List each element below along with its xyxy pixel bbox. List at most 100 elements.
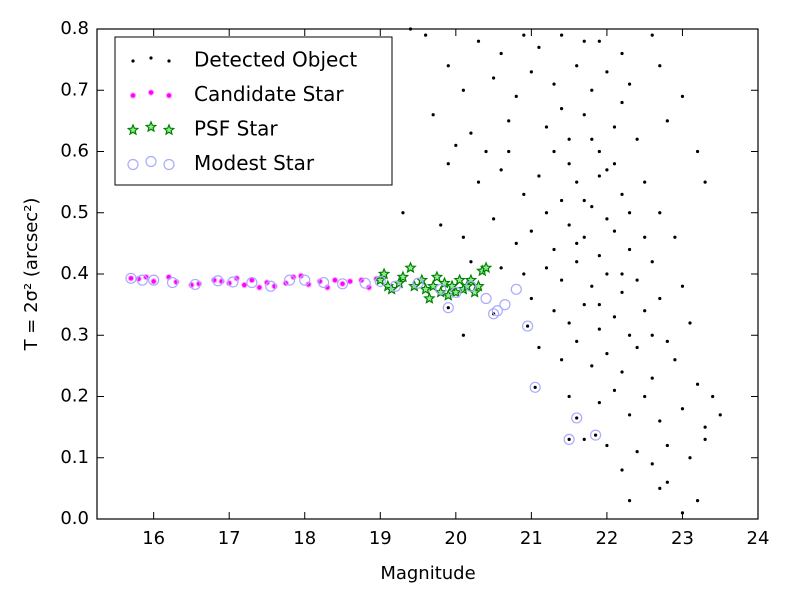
data-point — [446, 306, 450, 310]
data-point — [627, 499, 632, 503]
data-point — [284, 274, 296, 286]
data-point — [431, 113, 435, 117]
data-point — [552, 247, 556, 252]
data-point — [435, 283, 447, 295]
data-point — [643, 394, 647, 399]
data-point — [582, 235, 586, 239]
data-point — [404, 261, 417, 274]
data-point — [476, 180, 481, 184]
data-point — [479, 261, 493, 274]
x-tick-label: 20 — [444, 528, 467, 549]
data-point — [643, 235, 647, 239]
data-point — [336, 278, 349, 290]
data-point — [575, 260, 579, 264]
data-point — [256, 284, 263, 291]
data-point — [605, 217, 609, 221]
data-point — [439, 223, 443, 227]
data-point — [537, 174, 541, 178]
data-point — [650, 376, 654, 380]
data-point — [522, 192, 526, 196]
data-point — [612, 229, 617, 233]
legend-marker — [162, 123, 176, 136]
data-point — [537, 45, 541, 49]
data-point — [635, 450, 639, 454]
data-point — [658, 486, 662, 490]
data-point — [605, 70, 609, 74]
data-point — [711, 394, 715, 399]
legend-label: PSF Star — [194, 117, 278, 141]
data-point — [597, 39, 601, 43]
data-point — [680, 94, 685, 98]
data-point — [627, 333, 632, 337]
data-point — [529, 229, 533, 233]
data-point — [461, 333, 465, 337]
data-point — [499, 299, 511, 311]
x-tick-label: 17 — [218, 528, 241, 549]
data-point — [597, 149, 601, 154]
y-axis-label: T = 2σ² (arcsec²) — [21, 198, 42, 352]
data-point — [650, 333, 654, 337]
data-point — [703, 180, 707, 184]
data-point — [522, 33, 526, 37]
data-point — [469, 131, 473, 135]
x-tick-label: 23 — [671, 528, 694, 549]
data-point — [643, 180, 647, 184]
data-point — [246, 276, 258, 289]
legend-box — [114, 36, 393, 186]
data-point — [522, 272, 526, 276]
data-point — [605, 352, 609, 356]
legend-marker — [126, 123, 140, 136]
y-tick-label: 0.7 — [60, 79, 89, 100]
data-point — [582, 437, 586, 441]
data-point — [401, 211, 405, 215]
data-point — [718, 413, 722, 417]
legend-marker — [131, 59, 135, 63]
data-point — [680, 407, 685, 411]
data-point — [695, 499, 700, 503]
legend-marker — [147, 89, 155, 96]
legend-marker — [163, 158, 175, 171]
data-point — [582, 113, 586, 117]
data-point — [374, 275, 386, 287]
data-point — [544, 125, 549, 129]
data-point — [658, 419, 662, 423]
data-point — [612, 125, 617, 129]
data-point — [590, 88, 594, 92]
data-point — [620, 290, 624, 294]
data-point — [507, 119, 511, 123]
legend-label: Modest Star — [194, 151, 315, 175]
y-tick-label: 0.8 — [60, 18, 89, 39]
data-point — [492, 217, 496, 221]
data-point — [499, 51, 503, 56]
data-point — [575, 416, 579, 420]
data-point — [658, 296, 662, 301]
y-tick-label: 0.6 — [60, 141, 89, 162]
data-point — [635, 345, 639, 350]
data-point — [299, 274, 311, 286]
data-point — [665, 339, 669, 343]
data-point — [125, 272, 137, 284]
data-point — [529, 381, 541, 393]
data-point — [582, 198, 586, 203]
data-point — [430, 270, 444, 283]
data-point — [453, 273, 466, 286]
data-point — [241, 281, 248, 289]
legend-marker — [149, 56, 153, 60]
data-point — [620, 468, 624, 472]
data-point — [627, 211, 632, 215]
data-point — [620, 192, 624, 196]
legend: Detected Object Candidate Star PSF Star Mod… — [114, 36, 393, 186]
data-point — [525, 324, 530, 328]
data-point — [650, 260, 654, 264]
data-point — [450, 286, 462, 298]
y-tick-label: 0.3 — [60, 324, 89, 345]
data-point — [331, 277, 339, 284]
data-point — [359, 277, 371, 289]
data-point — [461, 235, 465, 239]
data-point — [575, 64, 579, 68]
data-point — [620, 370, 624, 374]
data-point — [318, 276, 330, 289]
data-point — [597, 401, 601, 405]
data-point — [563, 433, 575, 445]
legend-marker — [145, 155, 157, 168]
